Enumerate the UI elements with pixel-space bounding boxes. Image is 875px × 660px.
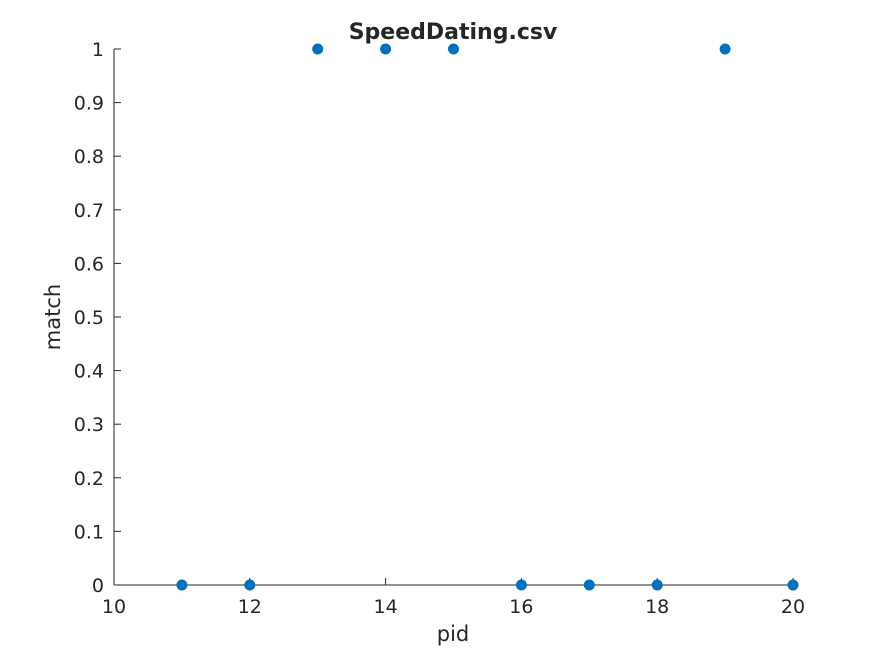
y-tick-label: 0.6 [74, 253, 104, 275]
data-point [448, 43, 459, 55]
data-point [176, 579, 188, 591]
x-tick-label: 16 [509, 596, 533, 618]
axes [113, 49, 793, 586]
data-point [583, 579, 595, 591]
y-tick-label: 0.9 [74, 93, 104, 115]
x-tick-label: 20 [781, 596, 805, 618]
data-point [244, 579, 256, 591]
x-ticks: 10 12 14 16 18 20 [102, 578, 805, 618]
x-tick-label: 10 [102, 596, 126, 618]
chart-title: SpeedDating.csv [349, 20, 558, 45]
data-point [651, 579, 663, 591]
y-tick-label: 0.4 [74, 361, 104, 383]
data-point [380, 43, 392, 55]
y-tick-label: 0.7 [74, 200, 104, 222]
x-tick-label: 18 [645, 596, 669, 618]
y-tick-label: 0.8 [74, 146, 104, 168]
y-tick-label: 0.2 [74, 468, 104, 490]
data-point [515, 579, 527, 591]
y-axis-label: match [41, 284, 65, 350]
x-tick-label: 12 [238, 596, 262, 618]
y-ticks: 0 0.1 0.2 0.3 0.4 0.5 0.6 0.7 0.8 0.9 1 [74, 39, 121, 597]
x-tick-label: 14 [374, 596, 398, 618]
y-tick-label: 0 [92, 575, 104, 597]
x-axis-label: pid [437, 622, 470, 646]
y-tick-label: 1 [92, 39, 104, 61]
y-tick-label: 0.3 [74, 414, 104, 436]
y-tick-label: 0.1 [74, 521, 104, 543]
y-tick-label: 0.5 [74, 307, 104, 329]
data-points [176, 43, 799, 591]
data-point [719, 43, 731, 55]
data-point [787, 579, 799, 591]
data-point [312, 43, 324, 55]
